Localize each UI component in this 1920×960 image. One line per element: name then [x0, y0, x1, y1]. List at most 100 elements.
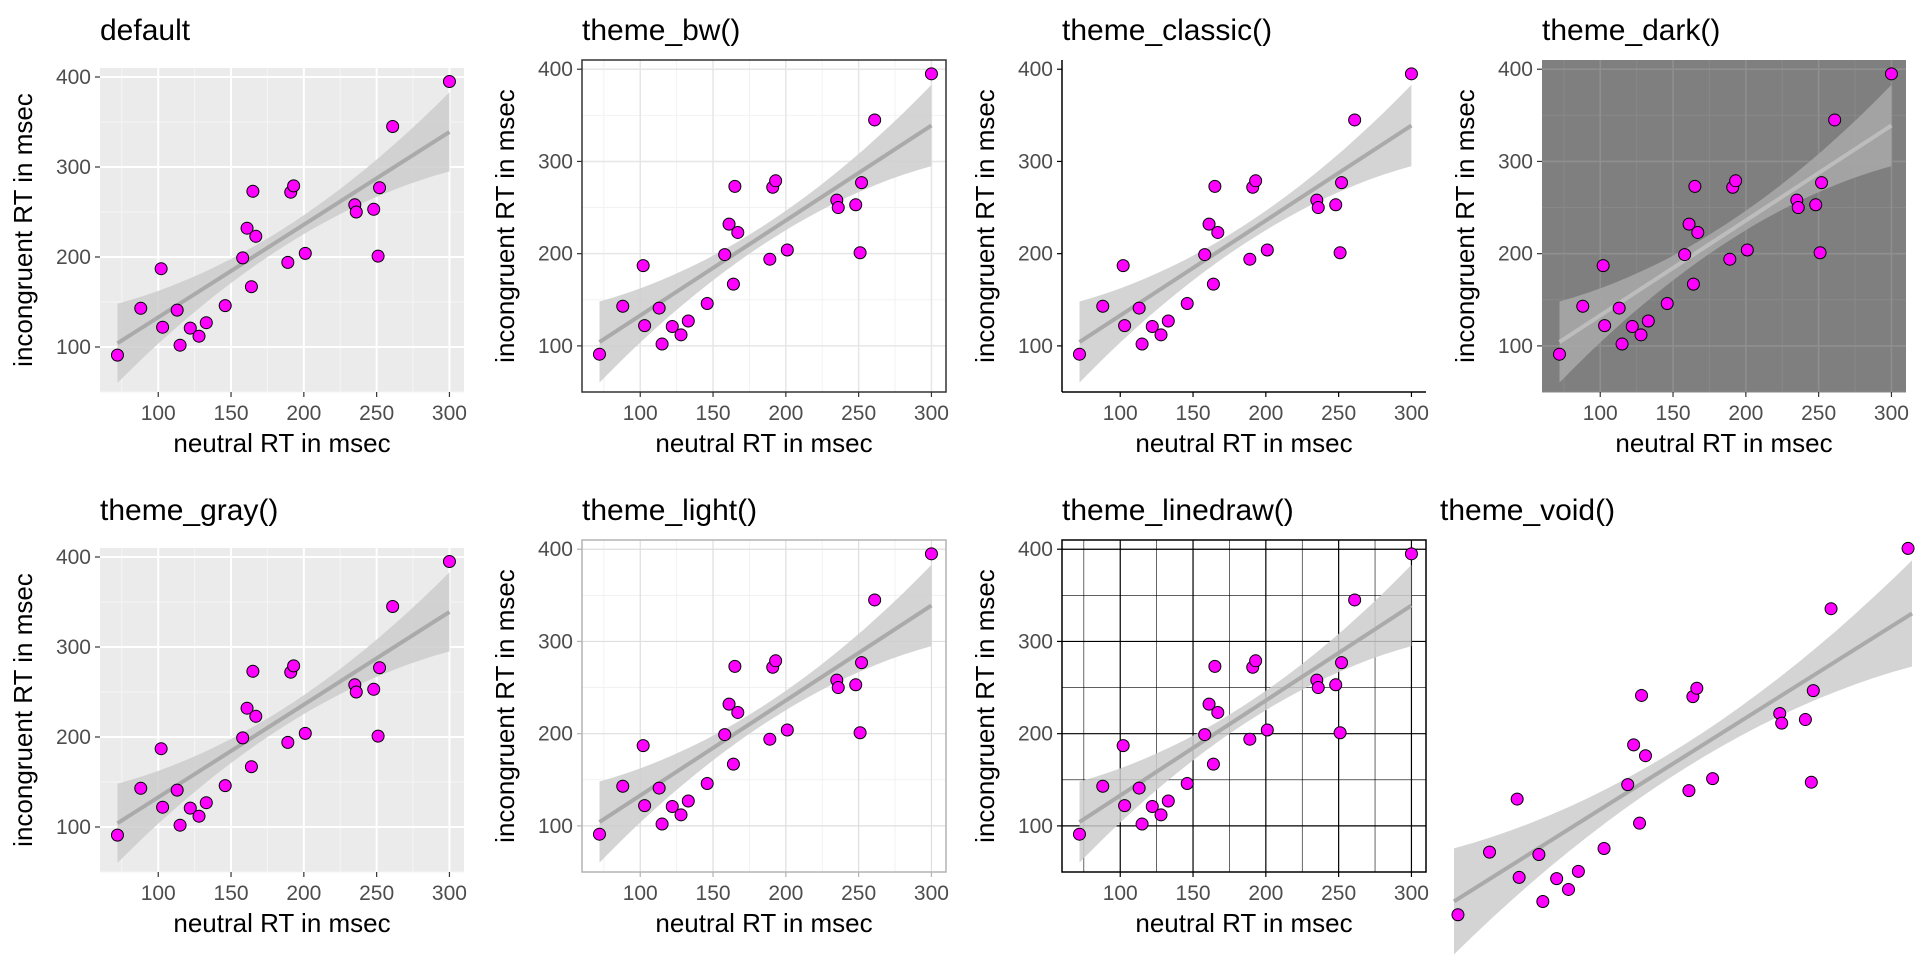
data-point: [183, 321, 197, 335]
panel-default: default 100 150 200 250 300 100 200 300 400 neutra…: [8, 14, 467, 458]
y-tick-label: 100: [56, 336, 91, 359]
data-point: [731, 705, 745, 719]
data-point: [780, 723, 794, 737]
data-point: [249, 229, 263, 243]
data-point: [1202, 217, 1216, 231]
data-point: [1641, 314, 1655, 328]
data-point: [1691, 225, 1705, 239]
x-axis-title: neutral RT in msec: [173, 908, 390, 938]
data-point: [1901, 541, 1915, 555]
panel-title: theme_gray(): [100, 494, 278, 527]
data-point: [1072, 347, 1086, 361]
data-point: [1096, 299, 1110, 313]
x-tick-label: 200: [1248, 402, 1283, 425]
data-point: [1404, 67, 1418, 81]
data-point: [728, 659, 742, 673]
data-point: [1211, 225, 1225, 239]
data-point: [1815, 176, 1829, 190]
x-tick-label: 200: [286, 882, 321, 905]
data-point: [1451, 908, 1465, 922]
panel-linedraw: theme_linedraw() 100 150 200 250 300 100 200 300…: [970, 494, 1429, 938]
data-point: [281, 735, 295, 749]
x-tick-label: 100: [1103, 402, 1138, 425]
data-point: [769, 654, 783, 668]
x-tick-label: 250: [1321, 402, 1356, 425]
x-tick-label: 150: [214, 882, 249, 905]
y-axis-title: incongruent RT in msec: [490, 89, 520, 363]
x-tick-label: 150: [214, 402, 249, 425]
data-point: [199, 796, 213, 810]
x-tick-label: 100: [141, 402, 176, 425]
x-tick-label: 150: [696, 882, 731, 905]
panel-title: theme_bw(): [582, 14, 740, 47]
data-point: [638, 319, 652, 333]
data-point: [1828, 113, 1842, 127]
data-point: [1562, 882, 1575, 896]
data-point: [367, 682, 381, 696]
data-point: [1660, 296, 1674, 310]
panel-bw: theme_bw() 100 150 200 250 300 100 200 300 400 neu…: [490, 14, 949, 458]
data-point: [718, 728, 732, 742]
data-point: [442, 75, 456, 88]
y-tick-label: 200: [538, 243, 573, 266]
data-point: [700, 776, 714, 790]
data-point: [1329, 678, 1343, 692]
data-point: [853, 246, 867, 260]
x-axis-title: neutral RT in msec: [655, 428, 872, 458]
data-point: [170, 303, 184, 317]
data-point: [763, 732, 777, 746]
data-point: [1208, 659, 1222, 673]
data-point: [1598, 319, 1612, 333]
x-tick-label: 200: [1248, 882, 1283, 905]
data-point: [1806, 684, 1820, 698]
data-point: [373, 181, 387, 195]
data-point: [1072, 827, 1086, 841]
data-point: [855, 656, 869, 670]
data-point: [173, 338, 187, 352]
y-tick-label: 300: [538, 630, 573, 653]
x-tick-label: 150: [1176, 882, 1211, 905]
data-point: [731, 225, 745, 239]
x-axis-title: neutral RT in msec: [1615, 428, 1832, 458]
data-point: [1154, 808, 1168, 822]
y-tick-label: 100: [538, 815, 573, 838]
data-point: [218, 779, 232, 793]
x-tick-label: 300: [1394, 882, 1429, 905]
data-point: [636, 259, 650, 273]
y-tick-label: 200: [1018, 723, 1053, 746]
panel-light: theme_light() 100 150 200 250 300 100 200 300 400…: [490, 494, 949, 938]
data-point: [1552, 347, 1566, 361]
data-point: [636, 739, 650, 753]
data-point: [592, 347, 606, 361]
data-point: [134, 781, 148, 795]
data-point: [1161, 794, 1175, 808]
data-point: [1202, 697, 1216, 711]
data-point: [134, 301, 148, 315]
data-point: [1532, 848, 1546, 862]
data-point: [1483, 845, 1497, 859]
data-point: [1625, 320, 1639, 334]
data-point: [156, 800, 170, 814]
data-point: [236, 731, 250, 745]
panel-void: theme_void(): [1440, 494, 1915, 955]
data-point: [386, 120, 400, 133]
y-tick-label: 300: [1018, 150, 1053, 173]
data-point: [1635, 688, 1649, 702]
x-tick-label: 250: [841, 402, 876, 425]
data-point: [1096, 779, 1110, 793]
x-tick-label: 250: [359, 882, 394, 905]
data-point: [652, 301, 666, 315]
data-point: [1690, 681, 1704, 695]
data-point: [616, 299, 630, 313]
y-tick-label: 300: [56, 636, 91, 659]
data-point: [1180, 296, 1194, 310]
x-tick-label: 250: [1801, 402, 1836, 425]
data-point: [592, 827, 606, 841]
data-point: [1335, 176, 1349, 190]
data-point: [236, 251, 250, 265]
data-point: [1333, 246, 1347, 260]
data-point: [1154, 328, 1168, 342]
data-point: [1206, 277, 1220, 291]
y-tick-label: 200: [538, 723, 573, 746]
